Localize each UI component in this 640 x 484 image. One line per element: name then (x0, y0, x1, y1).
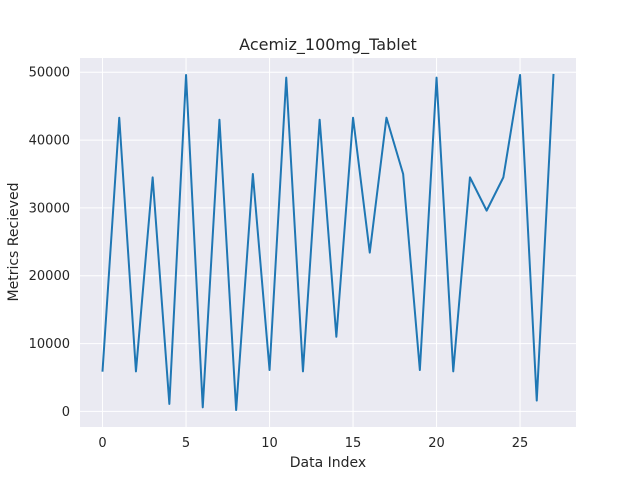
y-tick-label: 30000 (29, 201, 70, 216)
y-tick-label: 20000 (29, 269, 70, 284)
x-tick-labels: 0 5 10 15 20 25 (98, 436, 528, 451)
x-tick-label: 0 (98, 436, 106, 451)
y-tick-label: 0 (62, 405, 70, 420)
y-tick-label: 40000 (29, 134, 70, 149)
y-tick-labels: 0 10000 20000 30000 40000 50000 (29, 66, 70, 420)
x-tick-label: 5 (182, 436, 190, 451)
series-line (101, 73, 555, 412)
y-axis-label: Metrics Recieved (6, 183, 22, 302)
y-tick-label: 50000 (29, 66, 70, 81)
x-tick-label: 20 (428, 436, 445, 451)
series-layer (101, 73, 555, 412)
chart-title: Acemiz_100mg_Tablet (239, 35, 417, 55)
x-tick-label: 25 (512, 436, 529, 451)
x-tick-label: 15 (345, 436, 362, 451)
x-axis-label: Data Index (290, 455, 366, 471)
y-tick-label: 10000 (29, 337, 70, 352)
plot-area (80, 58, 576, 427)
x-tick-label: 10 (261, 436, 278, 451)
grid-lines (80, 58, 576, 427)
